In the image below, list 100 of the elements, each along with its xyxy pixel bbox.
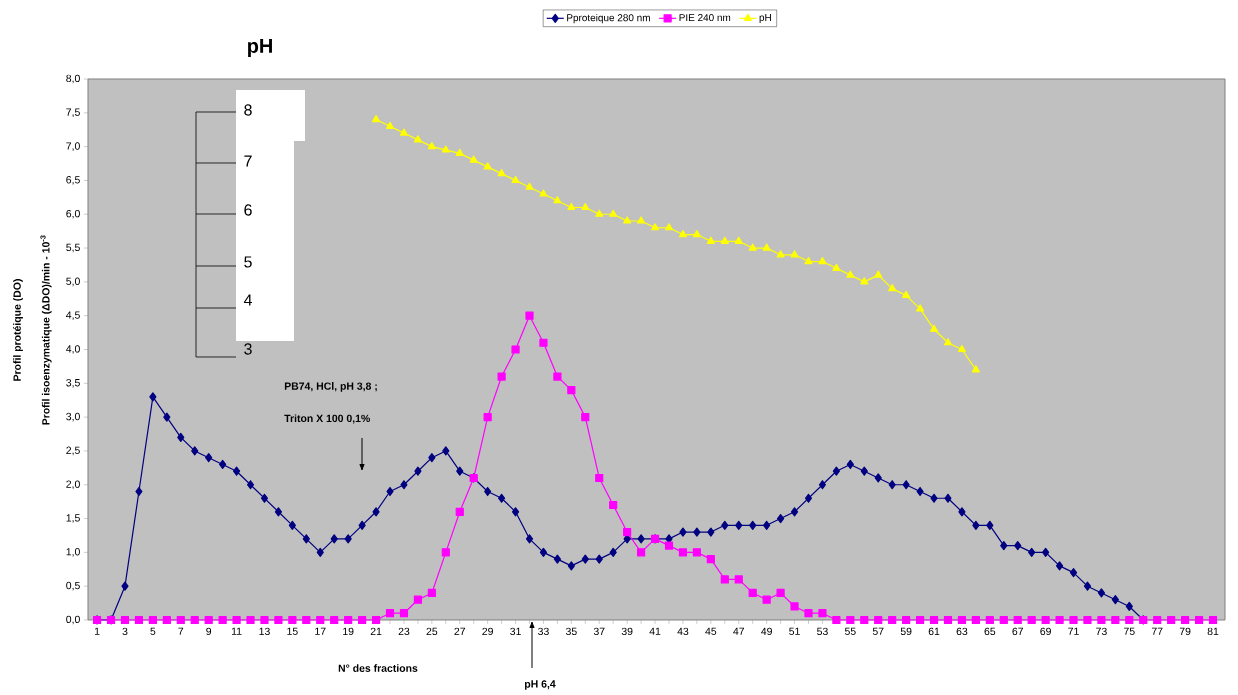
y-tick-label: 3,5	[66, 378, 80, 388]
point	[539, 189, 548, 197]
point	[609, 209, 618, 217]
point	[706, 236, 715, 244]
x-tick-label: 29	[482, 627, 493, 636]
point	[385, 121, 395, 129]
point	[595, 209, 604, 217]
annotation: 6	[244, 204, 252, 216]
point	[943, 338, 953, 346]
point	[971, 365, 980, 373]
point	[846, 270, 855, 278]
point	[929, 324, 939, 332]
y-tick-label: 6,0	[66, 209, 80, 219]
x-tick-label: 67	[1012, 627, 1024, 636]
x-tick-label: 11	[231, 627, 242, 635]
point	[902, 290, 911, 298]
y-tick-label: 2,0	[66, 480, 80, 490]
x-tick-label: 33	[538, 627, 549, 636]
point	[888, 284, 897, 292]
point	[720, 236, 729, 244]
annotation: 8	[244, 104, 252, 116]
y-tick-label: 2,5	[66, 446, 80, 456]
point	[497, 169, 506, 177]
point	[455, 148, 464, 156]
x-tick-label: 49	[761, 627, 772, 636]
x-tick-label: 17	[315, 627, 326, 635]
x-tick-label: 45	[705, 627, 717, 635]
y-tick-label: 1,0	[66, 548, 80, 557]
x-axis-title: N° des fractions	[338, 664, 418, 672]
legend-label: pH	[759, 14, 771, 24]
x-tick-label: 73	[1096, 627, 1107, 636]
y-tick-label: 7,5	[66, 108, 80, 118]
x-tick-label: 81	[1207, 627, 1219, 636]
point	[832, 263, 841, 271]
point	[916, 304, 925, 312]
x-tick-label: 37	[593, 627, 605, 636]
y-tick-label: 0,5	[66, 581, 80, 591]
point	[567, 202, 576, 211]
point	[734, 236, 743, 244]
point	[623, 216, 632, 224]
point	[692, 229, 701, 238]
point	[637, 216, 646, 224]
y-tick-label: 1,5	[66, 514, 80, 523]
x-tick-label: 9	[206, 627, 212, 636]
point	[957, 344, 966, 353]
point	[581, 202, 590, 211]
x-tick-label: 1	[94, 627, 100, 635]
x-tick-label: 25	[426, 627, 438, 636]
x-tick-label: 65	[984, 627, 996, 636]
point	[860, 277, 869, 285]
x-tick-label: 79	[1179, 627, 1191, 636]
point	[790, 250, 799, 258]
y-tick-label: 5,5	[66, 243, 80, 253]
annotation: 5	[244, 256, 252, 268]
x-tick-label: 5	[150, 627, 156, 635]
x-tick-label: 7	[178, 627, 184, 635]
x-tick-label: 75	[1124, 627, 1135, 635]
x-tick-label: 71	[1068, 627, 1079, 635]
point	[678, 229, 688, 238]
x-tick-label: 23	[398, 627, 410, 636]
x-tick-label: 21	[370, 627, 382, 635]
point	[511, 175, 520, 184]
x-tick-label: 35	[565, 627, 577, 636]
point	[776, 250, 785, 258]
x-tick-label: 27	[454, 627, 466, 635]
x-tick-label: 3	[122, 627, 128, 636]
x-tick-label: 57	[872, 627, 884, 635]
annotation: 3	[244, 343, 252, 355]
x-tick-label: 15	[287, 627, 298, 635]
y-tick-label: 4,5	[66, 311, 80, 320]
point	[413, 135, 422, 143]
x-tick-label: 43	[677, 627, 689, 636]
x-tick-label: 63	[956, 627, 968, 636]
y-tick-label: 0,0	[66, 615, 80, 625]
x-tick-label: 55	[844, 627, 856, 635]
point	[664, 223, 674, 231]
y-tick-label: 7,0	[66, 142, 80, 151]
x-tick-label: 39	[621, 627, 633, 636]
text: Profil isoenzymatique (ΔDO)/min - 10$^{-3}$	[40, 235, 52, 425]
point	[874, 270, 883, 278]
legend-label: Pproteique 280 nm	[567, 13, 650, 24]
x-tick-label: 61	[928, 627, 940, 636]
y-axis-title: Profil protéique (DO)	[13, 279, 23, 381]
text: pH 6,4	[525, 680, 556, 690]
x-tick-label: 19	[343, 627, 354, 636]
annotation: Triton X 100 0,1%	[284, 414, 370, 424]
point	[469, 155, 478, 163]
x-tick-label: 69	[1040, 627, 1051, 636]
point	[441, 145, 450, 153]
point	[650, 223, 660, 231]
y-tick-label: 4,0	[66, 345, 80, 354]
point	[762, 243, 771, 251]
point	[525, 182, 534, 190]
y-tick-label: 3,0	[66, 412, 80, 422]
point	[483, 162, 492, 170]
x-tick-label: 77	[1151, 627, 1163, 635]
point	[427, 142, 436, 150]
annotation: 7	[244, 155, 252, 167]
x-tick-label: 59	[900, 627, 912, 636]
y-tick-label: 8,0	[66, 74, 80, 84]
